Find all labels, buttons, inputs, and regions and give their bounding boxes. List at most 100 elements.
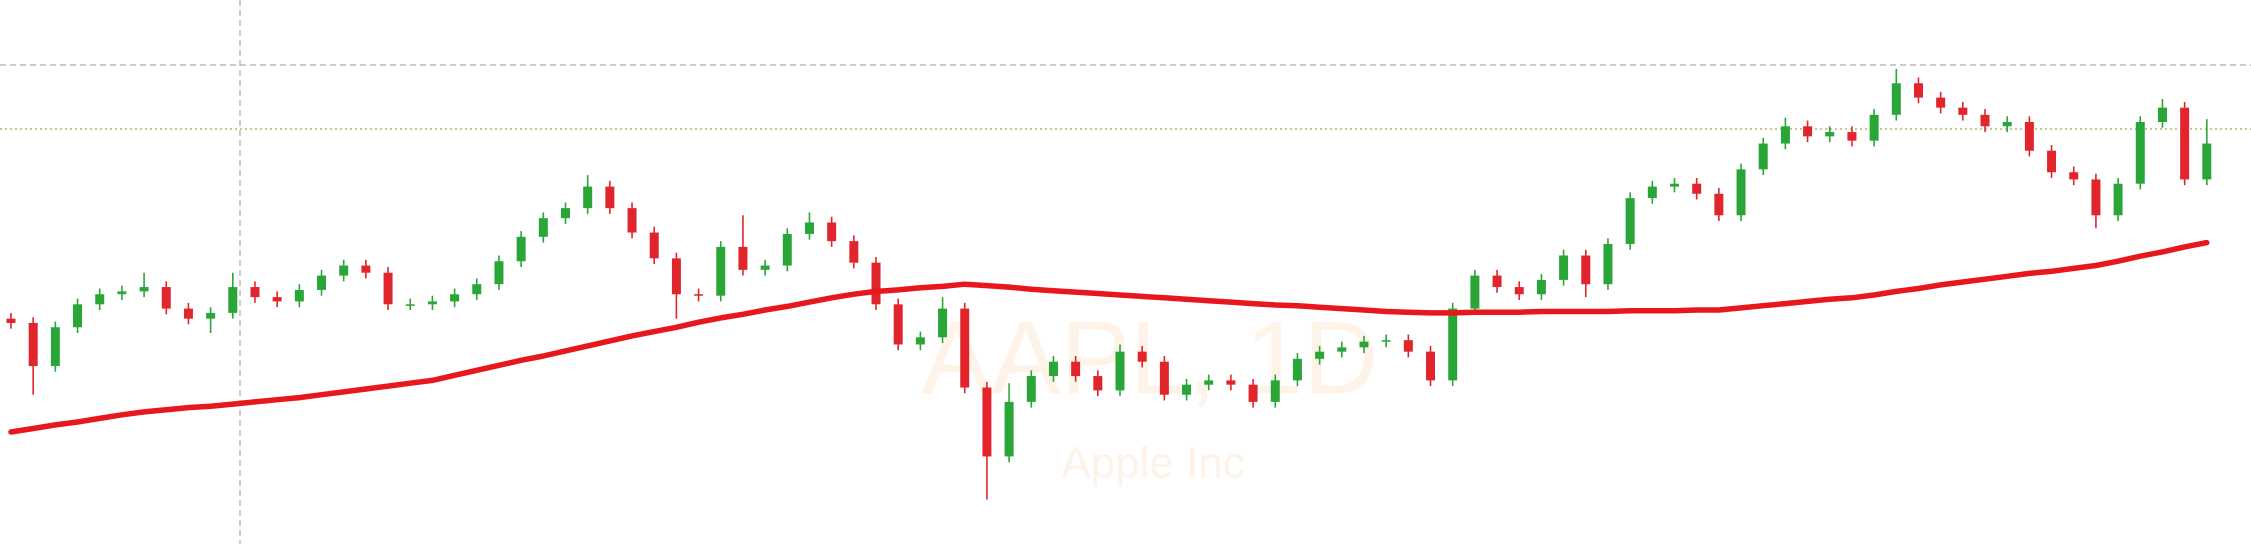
- candle-body: [2180, 107, 2190, 180]
- candle-body: [361, 265, 371, 273]
- candle-body: [1958, 107, 1968, 115]
- candle-body: [538, 218, 548, 237]
- candle-body: [1692, 183, 1702, 194]
- candle-body: [228, 287, 238, 313]
- candle-body: [982, 387, 992, 457]
- candle-body: [50, 327, 60, 367]
- candle-body: [339, 265, 349, 276]
- candle-body: [1182, 384, 1192, 395]
- candle-body: [1514, 287, 1524, 295]
- candle-body: [1137, 351, 1147, 362]
- candle-body: [2202, 143, 2212, 180]
- candle-body: [871, 262, 881, 305]
- candle-body: [1647, 186, 1657, 199]
- candle-body: [583, 186, 593, 209]
- candle-body: [1891, 83, 1901, 115]
- candle-body: [1936, 97, 1946, 108]
- candle-body: [272, 297, 282, 302]
- candle-body: [1115, 351, 1125, 391]
- candle-body: [804, 222, 814, 234]
- watermark-subtitle: Apple Inc: [1061, 439, 1244, 488]
- candle-body: [671, 258, 681, 295]
- candle-body: [383, 272, 393, 305]
- candle-body: [1270, 380, 1280, 402]
- candle-body: [827, 222, 837, 242]
- moving-average: [8, 239, 2210, 435]
- candle-body: [206, 312, 216, 319]
- candle-body: [516, 236, 526, 262]
- candle-body: [1048, 361, 1058, 377]
- candle-body: [450, 294, 460, 302]
- candle-body: [1026, 376, 1036, 402]
- candle-body: [2135, 122, 2145, 184]
- candle-body: [893, 304, 903, 345]
- candle-body: [738, 246, 748, 270]
- candle-body: [494, 261, 504, 285]
- watermark-title: AAPL, 1D: [922, 300, 1379, 416]
- candle-body: [161, 287, 171, 309]
- candle-body: [1780, 126, 1790, 144]
- candle-body: [1847, 132, 1857, 141]
- candle-body: [938, 308, 948, 338]
- candle-body: [760, 265, 770, 270]
- candle-body: [95, 294, 105, 305]
- candle-body: [605, 186, 615, 209]
- candle-body: [627, 208, 637, 233]
- candle-body: [139, 287, 149, 292]
- candle-body: [2002, 122, 2012, 127]
- candle-body: [716, 246, 726, 296]
- candle-body: [250, 287, 260, 298]
- candle-body: [1403, 340, 1413, 352]
- candle-body: [28, 322, 38, 367]
- candle-body: [1559, 255, 1569, 280]
- candle-body: [1315, 351, 1325, 359]
- candle-body: [849, 241, 859, 263]
- candle-body: [649, 232, 659, 259]
- candle-body: [1625, 198, 1635, 245]
- candle-body: [1004, 401, 1014, 457]
- candle-body: [2069, 172, 2079, 180]
- candle-body: [694, 294, 704, 296]
- candle-body: [405, 304, 415, 306]
- candle-body: [2091, 179, 2101, 216]
- candle-body: [6, 318, 16, 323]
- candle-body: [960, 308, 970, 388]
- candle-body: [2047, 150, 2057, 173]
- candle-body: [1292, 358, 1302, 381]
- candle-body: [472, 284, 482, 295]
- candle-body: [782, 233, 792, 266]
- candle-body: [561, 208, 570, 219]
- candle-body: [1603, 244, 1613, 285]
- candle-body: [1226, 380, 1236, 385]
- candle-body: [317, 275, 327, 290]
- candle-body: [1093, 376, 1103, 391]
- candle-body: [1359, 341, 1369, 348]
- candle-body: [2024, 122, 2034, 151]
- candle-body: [1426, 351, 1436, 381]
- candle-body: [1980, 114, 1990, 127]
- candle-body: [915, 337, 925, 345]
- candle-body: [1581, 255, 1591, 285]
- candle-body: [1071, 361, 1081, 377]
- candle-body: [1825, 132, 1835, 137]
- candle-body: [1913, 83, 1923, 98]
- candle-body: [1736, 169, 1746, 216]
- candle-body: [1758, 143, 1768, 170]
- candle-body: [1248, 384, 1258, 402]
- candle-body: [1869, 114, 1879, 141]
- candle-body: [1536, 279, 1546, 295]
- candle-body: [1470, 275, 1480, 309]
- candle-body: [1492, 275, 1502, 288]
- candle-body: [1337, 347, 1347, 352]
- candle-body: [117, 291, 127, 295]
- candle-body: [1714, 193, 1724, 216]
- candle-body: [1204, 380, 1214, 385]
- candle-body: [1159, 361, 1169, 395]
- candle-body: [183, 308, 193, 319]
- candle-body: [73, 304, 83, 328]
- candle-body: [2113, 183, 2123, 216]
- candle-body: [1670, 183, 1679, 187]
- candle-body: [1448, 308, 1458, 381]
- candle-body: [427, 301, 437, 305]
